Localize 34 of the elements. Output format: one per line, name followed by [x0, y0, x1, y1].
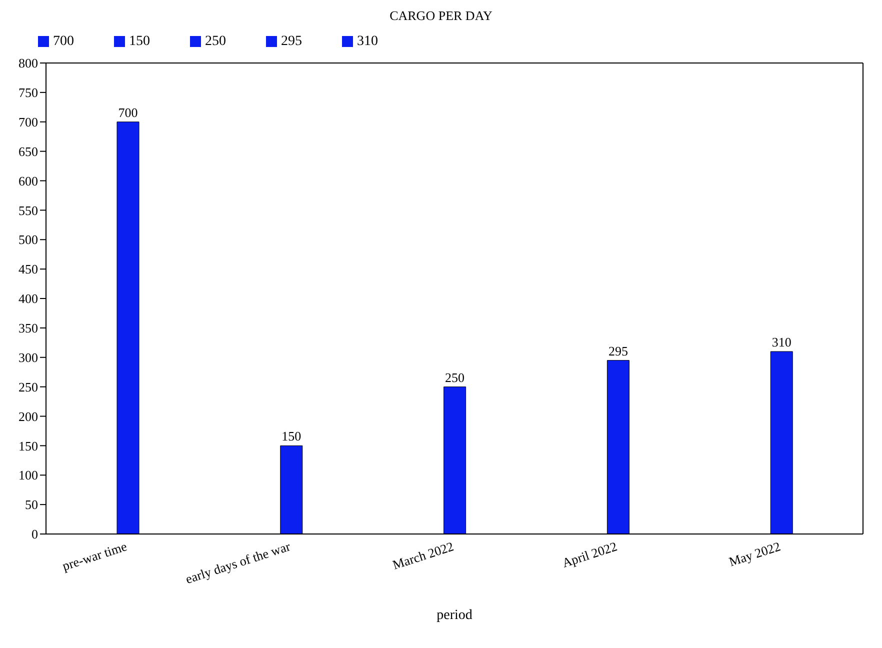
- x-tick-label: March 2022: [390, 538, 456, 572]
- y-tick-label: 600: [18, 173, 38, 188]
- y-tick-label: 350: [18, 320, 38, 336]
- y-tick-label: 50: [25, 497, 38, 512]
- y-tick-label: 750: [18, 85, 38, 100]
- y-tick-label: 100: [18, 468, 38, 483]
- y-tick-label: 550: [18, 202, 38, 218]
- y-tick-label: 300: [18, 350, 38, 365]
- y-tick-label: 800: [18, 56, 38, 71]
- legend-label: 700: [53, 34, 74, 49]
- data-label: 295: [608, 343, 628, 358]
- y-tick-label: 450: [18, 262, 38, 277]
- y-tick-label: 250: [18, 379, 38, 394]
- y-tick-label: 700: [18, 114, 38, 130]
- y-tick-label: 400: [18, 291, 38, 306]
- y-tick-label: 0: [32, 526, 38, 542]
- y-tick-label: 500: [18, 232, 38, 248]
- data-label: 150: [282, 428, 302, 444]
- y-tick-label: 200: [18, 408, 38, 424]
- chart-title: CARGO PER DAY: [388, 8, 494, 24]
- y-tick-label: 150: [18, 438, 38, 454]
- x-tick-label: early days of the war: [184, 538, 293, 587]
- legend-label: 310: [357, 34, 378, 49]
- x-tick-label: May 2022: [727, 538, 782, 570]
- legend-label: 150: [129, 34, 150, 49]
- data-label: 700: [118, 104, 138, 120]
- x-tick-label: pre-war time: [60, 538, 129, 574]
- y-tick-label: 650: [18, 144, 38, 159]
- x-axis-title: period: [436, 608, 472, 623]
- data-label: 250: [445, 370, 465, 385]
- legend-label: 295: [281, 34, 302, 49]
- data-label: 310: [772, 334, 792, 350]
- legend-label: 250: [205, 34, 226, 49]
- x-tick-label: April 2022: [560, 538, 619, 570]
